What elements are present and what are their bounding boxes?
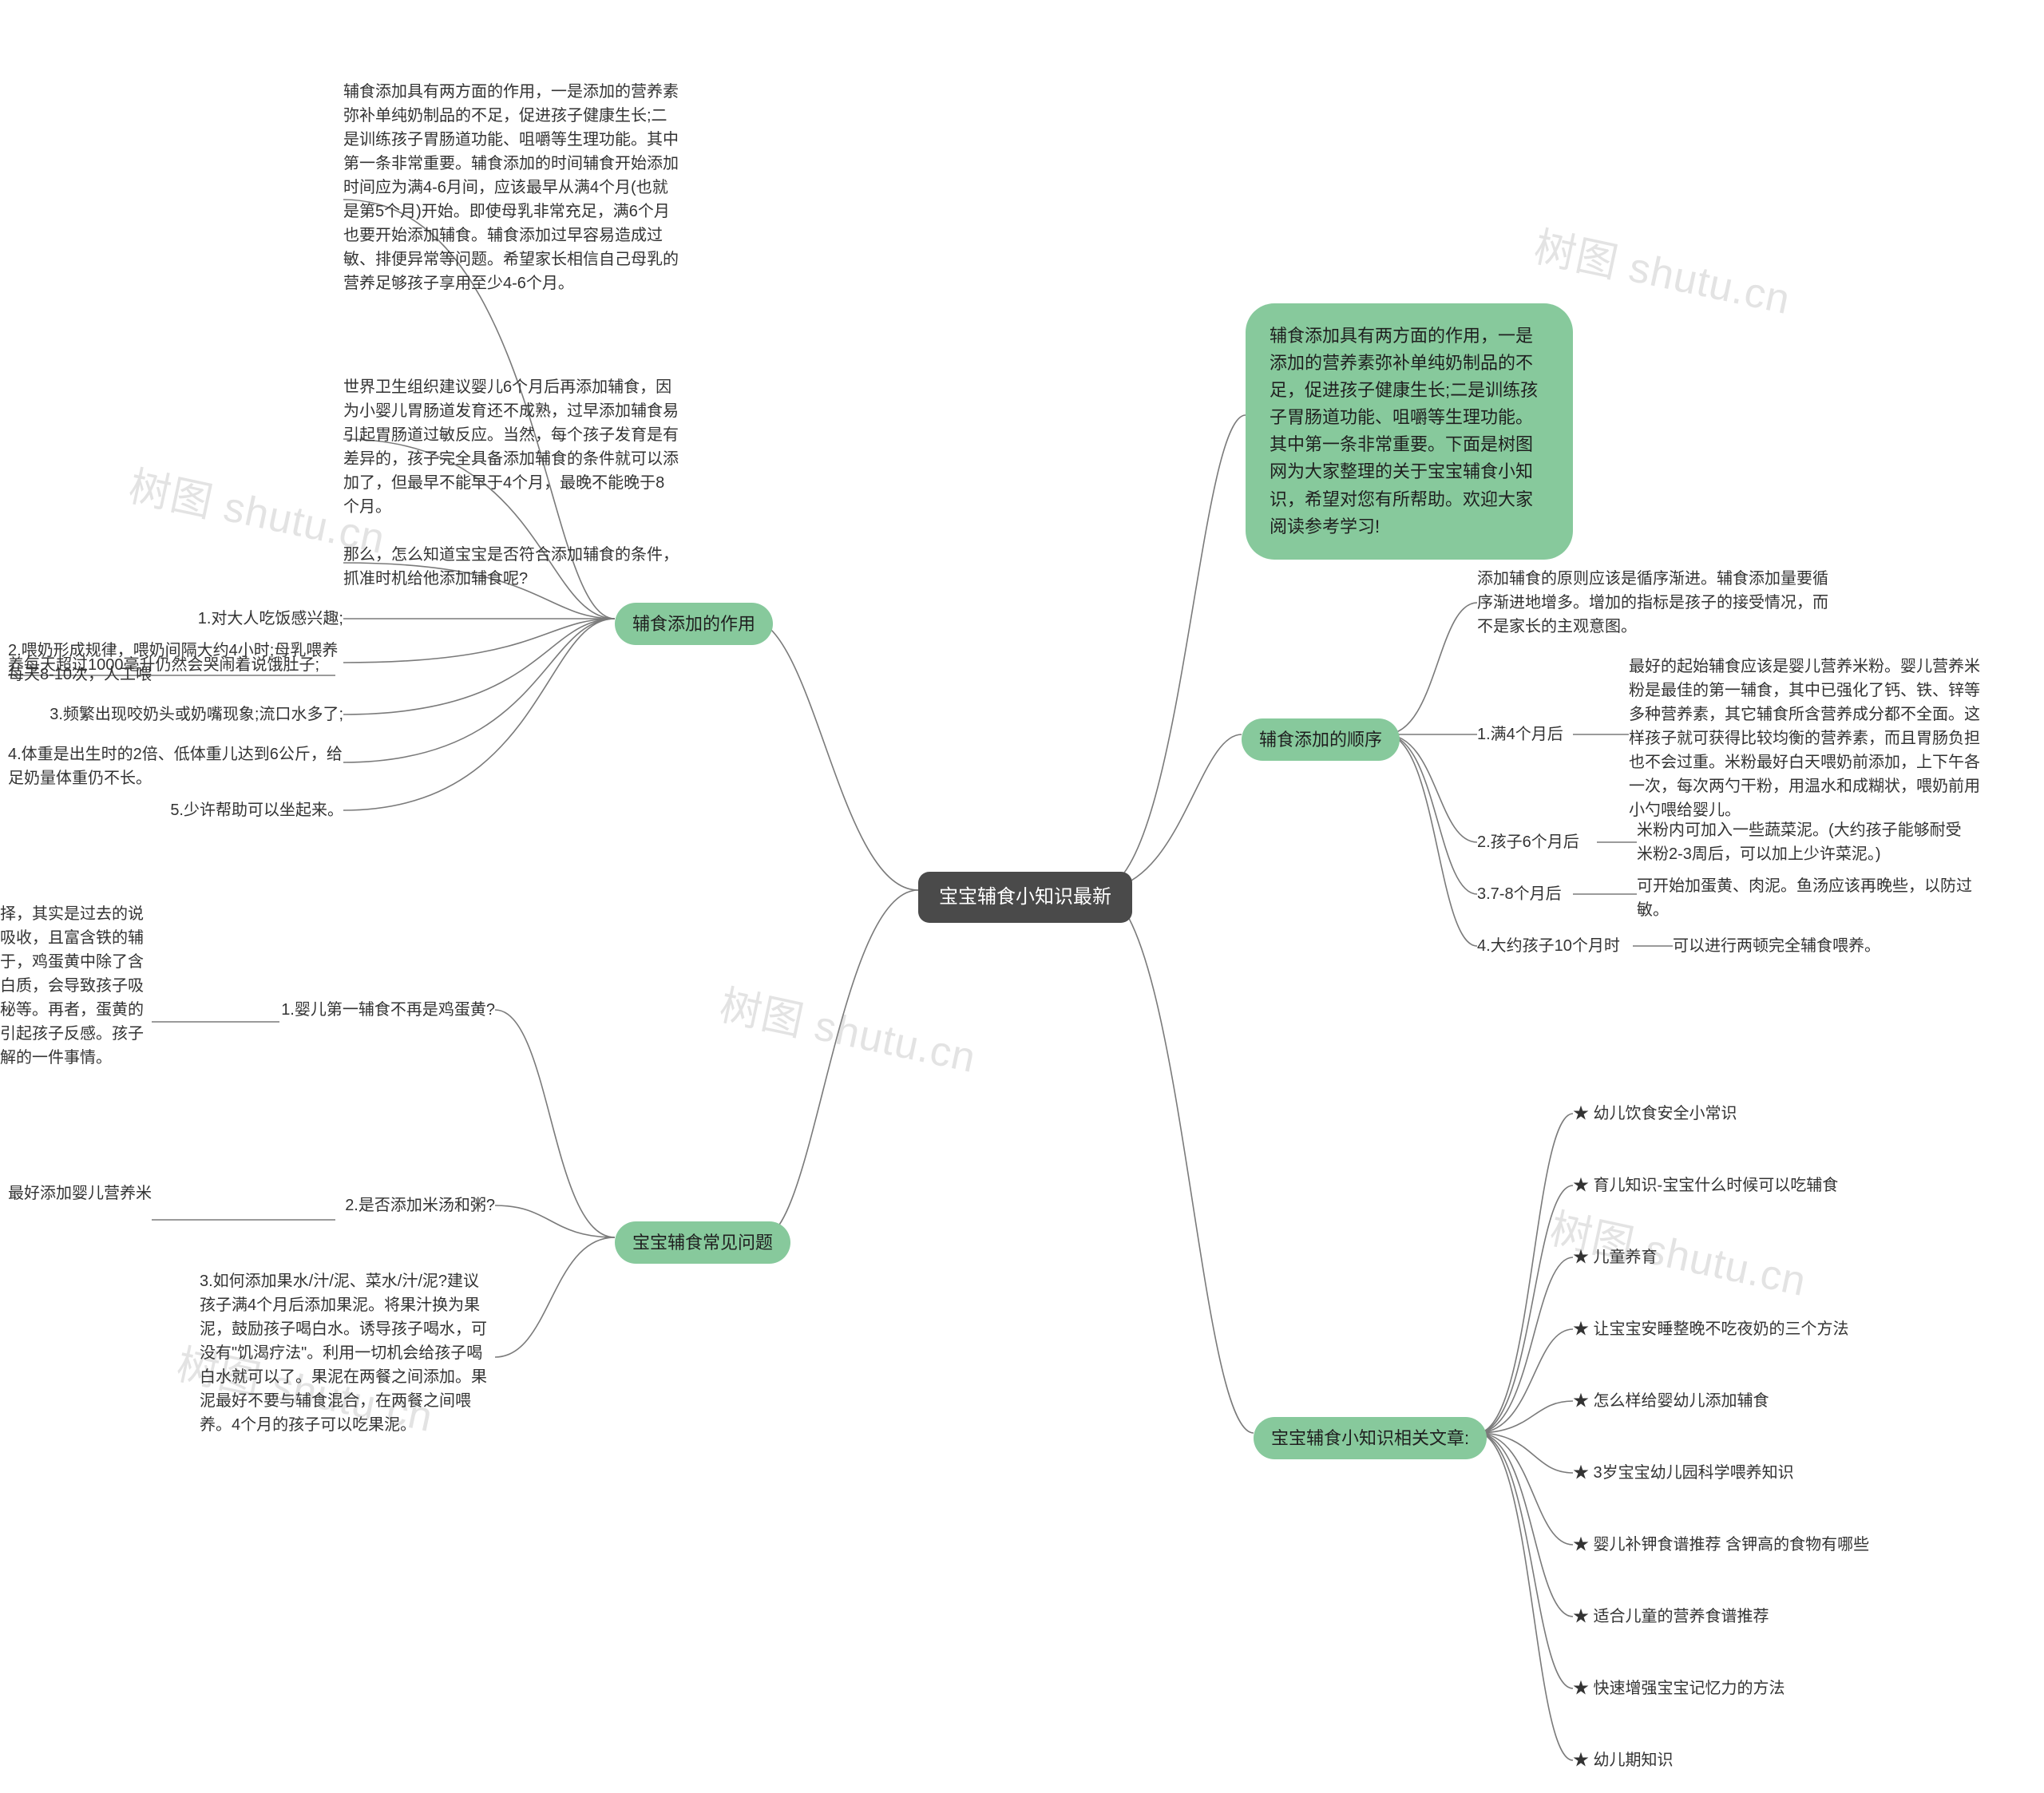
related-item-2[interactable]: ★ 儿童养育 [1573, 1245, 1658, 1269]
effect-n2: 那么，怎么知道宝宝是否符合添加辅食的条件，抓准时机给他添加辅食呢? [343, 543, 679, 591]
faq-q3-text: 3.如何添加果水/汁/泥、菜水/汁/泥?建议孩子满4个月后添加果泥。将果汁换为果… [200, 1269, 495, 1437]
faq-q1-label: 1.婴儿第一辅食不再是鸡蛋黄? [281, 998, 495, 1022]
related-item-5[interactable]: ★ 3岁宝宝幼儿园科学喂养知识 [1573, 1461, 1794, 1485]
related-item-7[interactable]: ★ 适合儿童的营养食谱推荐 [1573, 1605, 1769, 1629]
seq-s2-text: 米粉内可加入一些蔬菜泥。(大约孩子能够耐受米粉2-3周后，可以加上少许菜泥。) [1637, 818, 1972, 866]
effect-n5: 3.频繁出现咬奶头或奶嘴现象;流口水多了; [50, 703, 343, 726]
seq-s1-label: 1.满4个月后 [1477, 722, 1563, 746]
related-item-8[interactable]: ★ 快速增强宝宝记忆力的方法 [1573, 1676, 1785, 1700]
related-item-9[interactable]: ★ 幼儿期知识 [1573, 1748, 1674, 1772]
seq-s1-text: 最好的起始辅食应该是婴儿营养米粉。婴儿营养米粉是最佳的第一辅食，其中已强化了钙、… [1629, 655, 1980, 822]
summary-node[interactable]: 辅食添加具有两方面的作用，一是添加的营养素弥补单纯奶制品的不足，促进孩子健康生长… [1246, 303, 1573, 560]
seq-s4-text: 可以进行两顿完全辅食喂养。 [1673, 934, 1880, 958]
branch-faq[interactable]: 宝宝辅食常见问题 [615, 1221, 790, 1264]
faq-q2-label: 2.是否添加米汤和粥? [345, 1193, 495, 1217]
effect-n3: 1.对大人吃饭感兴趣; [198, 607, 343, 631]
seq-s4-label: 4.大约孩子10个月时 [1477, 934, 1620, 958]
root-node[interactable]: 宝宝辅食小知识最新 [918, 872, 1132, 923]
effect-n4b: 养每天超过1000毫升仍然会哭闹着说饿肚子; [8, 653, 319, 677]
effect-n6: 4.体重是出生时的2倍、低体重儿达到6公斤，给足奶量体重仍不长。 [8, 742, 343, 790]
related-item-4[interactable]: ★ 怎么样给婴幼儿添加辅食 [1573, 1389, 1769, 1413]
effect-n1: 世界卫生组织建议婴儿6个月后再添加辅食，因为小婴儿胃肠道发育还不成熟，过早添加辅… [343, 375, 679, 519]
seq-intro: 添加辅食的原则应该是循序渐进。辅食添加量要循序渐进地增多。增加的指标是孩子的接受… [1477, 567, 1828, 639]
effect-n7: 5.少许帮助可以坐起来。 [170, 798, 343, 822]
faq-q1-text: 富含铁的鸡蛋黄成为最佳选择，其实是过去的说法。现在比较容易易于孩子吸收，且富含铁… [0, 902, 152, 1070]
faq-q2-text: 米汤和粥的营养非常有限，最好添加婴儿营养米粉。米汤会影响婴儿吃奶。 [0, 1181, 152, 1229]
related-item-6[interactable]: ★ 婴儿补钾食谱推荐 含钾高的食物有哪些 [1573, 1533, 1869, 1557]
watermark: 树图 shutu.cn [715, 972, 983, 1084]
seq-s3-text: 可开始加蛋黄、肉泥。鱼汤应该再晚些，以防过敏。 [1637, 874, 1972, 922]
watermark: 树图 shutu.cn [1530, 213, 1797, 326]
seq-s3-label: 3.7-8个月后 [1477, 882, 1562, 906]
branch-related[interactable]: 宝宝辅食小知识相关文章: [1254, 1417, 1487, 1459]
related-item-0[interactable]: ★ 幼儿饮食安全小常识 [1573, 1102, 1737, 1126]
branch-effect[interactable]: 辅食添加的作用 [615, 603, 773, 645]
branch-sequence[interactable]: 辅食添加的顺序 [1242, 718, 1400, 761]
seq-s2-label: 2.孩子6个月后 [1477, 830, 1579, 854]
related-item-3[interactable]: ★ 让宝宝安睡整晚不吃夜奶的三个方法 [1573, 1317, 1849, 1341]
related-item-1[interactable]: ★ 育儿知识-宝宝什么时候可以吃辅食 [1573, 1174, 1838, 1197]
effect-n0: 辅食添加具有两方面的作用，一是添加的营养素弥补单纯奶制品的不足，促进孩子健康生长… [343, 80, 679, 295]
